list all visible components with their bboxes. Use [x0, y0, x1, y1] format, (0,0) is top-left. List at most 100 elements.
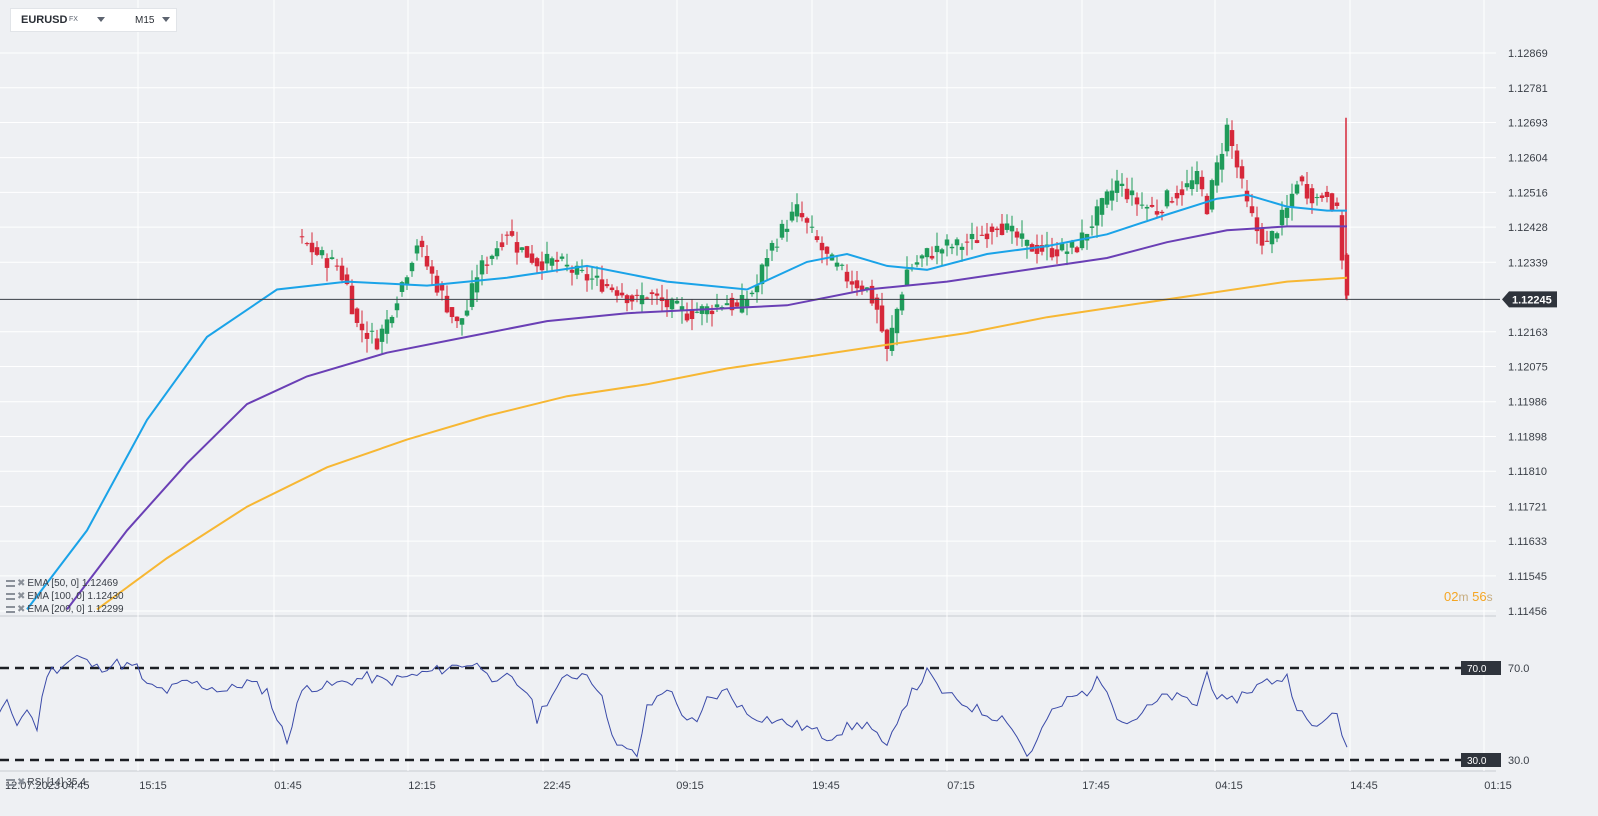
candle-body [559, 256, 565, 259]
candle-body [1054, 249, 1060, 257]
instrument-toolbar[interactable]: EURUSD FX M15 [10, 8, 177, 32]
close-icon[interactable]: ✖ [17, 578, 26, 589]
settings-icon[interactable] [6, 592, 15, 600]
candle-body [409, 262, 415, 272]
candle-body [769, 242, 775, 251]
candle-body [569, 269, 575, 273]
ema-line-ema200 [96, 276, 1348, 611]
candle-body [1094, 206, 1100, 226]
candle-body [629, 295, 635, 302]
y-tick-label: 1.12075 [1508, 362, 1548, 374]
candle-body [969, 233, 975, 240]
candle-body [964, 241, 970, 243]
candle-body [1034, 244, 1040, 254]
candle-body [684, 313, 690, 321]
candle-body [1014, 231, 1020, 238]
timeframe-label[interactable]: M15 [135, 15, 155, 26]
close-icon[interactable]: ✖ [17, 591, 26, 602]
candle-body [869, 285, 875, 304]
symbol-chevron-down-icon[interactable] [97, 17, 105, 22]
y-tick-label: 1.11721 [1508, 501, 1547, 513]
candle-body [339, 265, 345, 281]
timeframe-chevron-down-icon[interactable] [162, 17, 170, 22]
candle-body [439, 284, 445, 291]
candle-body [919, 255, 925, 259]
candle-body [604, 284, 610, 287]
candle-body [509, 231, 515, 236]
candle-body [474, 277, 480, 293]
candle-body [539, 261, 545, 271]
legend-label: EMA [50, 0] 1.12469 [27, 578, 119, 589]
candle-body [649, 292, 655, 295]
candle-body [1294, 184, 1300, 194]
candle-body [959, 246, 965, 250]
rsi-level-tag-label: 30.0 [1467, 756, 1487, 767]
candle-body [364, 332, 370, 339]
y-tick-label: 1.11810 [1508, 466, 1547, 478]
candle-body [1214, 162, 1220, 186]
candle-body [499, 242, 505, 248]
candle-body [739, 294, 745, 313]
candle-body [679, 306, 685, 312]
settings-icon[interactable] [6, 605, 15, 613]
candle-body [599, 279, 605, 292]
candle-body [1159, 211, 1165, 214]
candle-body [1049, 248, 1055, 258]
candle-body [774, 246, 780, 248]
candle-body [924, 248, 930, 258]
candle-body [1134, 197, 1140, 205]
settings-icon[interactable] [6, 579, 15, 587]
legend-label: EMA [200, 0] 1.12299 [27, 604, 124, 615]
candle-body [1124, 188, 1130, 200]
y-tick-label: 1.12339 [1508, 257, 1548, 269]
candle-body [1099, 198, 1105, 215]
candle-body [484, 264, 490, 266]
candle-body [814, 236, 820, 240]
candle-body [504, 234, 510, 236]
candle-body [544, 253, 550, 264]
candle-body [399, 282, 405, 292]
x-tick-label: 22:45 [543, 780, 571, 792]
candle-body [1139, 204, 1145, 206]
legend-rsi: ✖ RSI [14] 35.4 [6, 777, 86, 788]
candle-body [1244, 190, 1250, 202]
candle-body [779, 223, 785, 238]
candle-body [1309, 188, 1315, 204]
settings-icon[interactable] [6, 778, 15, 786]
candle-body [454, 316, 460, 322]
candle-body [929, 255, 935, 259]
candle-body [1069, 240, 1075, 248]
candle-body [1209, 180, 1215, 210]
candle-body [1319, 195, 1325, 198]
candle-body [1299, 176, 1305, 182]
candle-body [1339, 215, 1345, 261]
candle-body [804, 218, 810, 223]
candle-body [394, 303, 400, 311]
candle-body [689, 310, 695, 320]
candle-body [614, 290, 620, 296]
x-tick-label: 04:45 [62, 780, 90, 792]
close-icon[interactable]: ✖ [17, 604, 26, 615]
y-tick-label: 1.11633 [1508, 536, 1547, 548]
candle-body [359, 323, 365, 331]
candle-body [1249, 206, 1255, 214]
candle-body [644, 297, 650, 299]
candle-body [594, 275, 600, 278]
candle-body [819, 242, 825, 251]
candle-body [664, 299, 670, 308]
countdown-minutes-unit: m [1458, 590, 1469, 604]
rsi-level-tag-70 [1461, 661, 1501, 675]
candle-body [1089, 226, 1095, 228]
candle-body [1324, 191, 1330, 197]
candle-body [1009, 225, 1015, 232]
countdown-seconds-unit: s [1486, 590, 1493, 604]
symbol-label[interactable]: EURUSD [21, 14, 68, 26]
x-tick-label: 15:15 [139, 780, 167, 792]
candle-body [1329, 193, 1335, 212]
candle-body [609, 287, 615, 291]
candle-body [1064, 251, 1070, 254]
candle-body [479, 260, 485, 275]
close-icon[interactable]: ✖ [17, 777, 26, 788]
candle-body [344, 274, 350, 285]
